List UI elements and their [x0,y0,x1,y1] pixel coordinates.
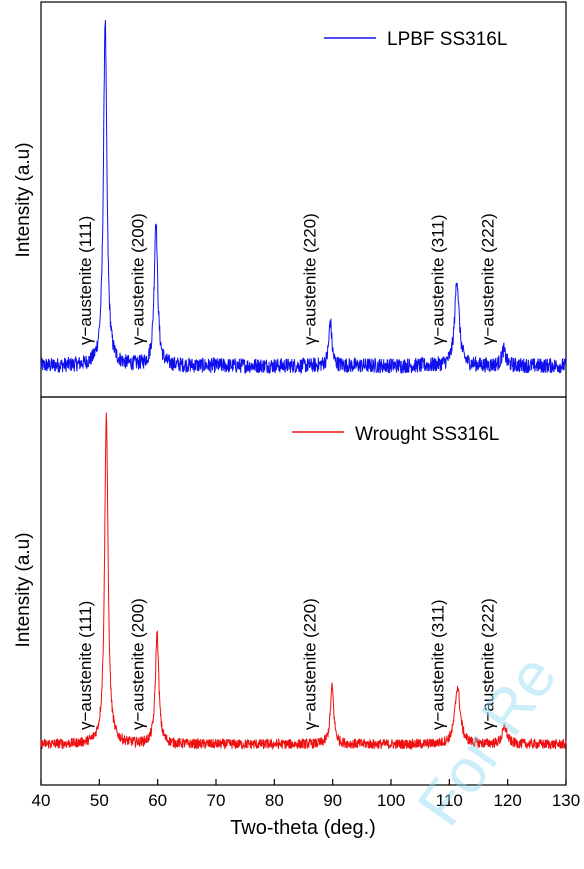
x-tick-label: 40 [32,791,51,810]
panel-frame [40,396,567,786]
x-tick-label: 90 [323,791,342,810]
legend-label: Wrought SS316L [355,424,499,445]
peak-label: γ−austenite (111) [76,216,95,345]
peak-annotations: γ−austenite (111) γ−austenite (200) γ−aust… [76,598,497,730]
panel-lpbf: Intensity (a.u) LPBF SS316L γ−austenite … [13,1,567,398]
peak-label: γ−austenite (111) [76,601,95,730]
x-tick-label: 120 [493,791,521,810]
series-line-wrought [40,412,567,751]
peak-label: γ−austenite (200) [128,213,147,345]
x-tick-label: 50 [90,791,109,810]
peak-label: γ−austenite (200) [128,598,147,730]
panel-wrought: Intensity (a.u) Wrought SS316L γ−austeni… [13,396,567,786]
peak-annotations: γ−austenite (111) γ−austenite (200) γ−aust… [76,213,497,345]
x-axis-label: Two-theta (deg.) [230,817,376,839]
peak-label: γ−austenite (220) [300,213,319,345]
y-axis-label: Intensity (a.u) [13,532,34,647]
peak-label: γ−austenite (220) [300,598,319,730]
x-tick-label: 110 [436,791,463,810]
x-tick-label: 130 [552,791,580,810]
x-tick-label: 60 [148,791,167,810]
peak-label: γ−austenite (222) [478,598,497,730]
x-tick-label: 80 [265,791,284,810]
peak-label: γ−austenite (311) [429,214,448,345]
x-axis: 40 50 60 70 80 90 100 110 120 130 [32,779,580,810]
series-line-lpbf [40,20,567,375]
peak-label: γ−austenite (311) [429,599,448,730]
legend-label: LPBF SS316L [387,29,507,50]
x-tick-label: 100 [377,791,405,810]
x-tick-label: 70 [207,791,226,810]
y-axis-label: Intensity (a.u) [13,142,34,257]
peak-label: γ−austenite (222) [478,213,497,345]
